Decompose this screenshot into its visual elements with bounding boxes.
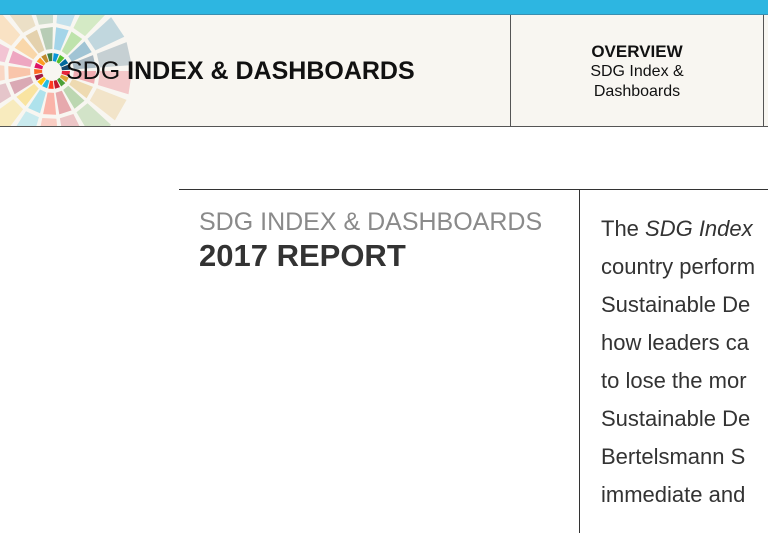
nav-item[interactable]: OVERVIEW SDG Index & Dashboards (511, 42, 763, 102)
logo-wheel (0, 15, 132, 126)
wheel-segment (59, 58, 69, 67)
wheel-segment (54, 27, 69, 51)
wheel-segment (36, 57, 46, 66)
wheel-segment (61, 71, 70, 77)
top-bar (0, 0, 768, 14)
wheel-segment (41, 54, 49, 63)
wheel-segment (36, 15, 54, 25)
wheel-segment (56, 15, 75, 27)
wheel-segment (9, 76, 34, 95)
nav-title[interactable]: OVERVIEW (591, 42, 683, 61)
wheel-segment (97, 71, 132, 95)
intro-line: to lose the mor (601, 368, 747, 393)
wheel-segment (59, 114, 80, 126)
intro-line: how leaders ca (601, 330, 749, 355)
wheel-segment (73, 71, 96, 84)
wheel-segment (16, 111, 39, 126)
intro-start: The (601, 216, 646, 241)
report-title: 2017 REPORT (199, 238, 406, 273)
logo-text[interactable]: SDG INDEX & DASHBOARDS (66, 57, 415, 86)
column-rule (579, 189, 580, 533)
wheel-segment (28, 89, 46, 114)
wheel-segment (59, 74, 69, 83)
intro-italic: SDG Index (645, 216, 753, 241)
report-kicker: SDG INDEX & DASHBOARDS (199, 208, 543, 236)
nav-divider (510, 15, 511, 126)
wheel-segment (8, 66, 31, 80)
wheel-segment (72, 55, 96, 70)
wheel-segment (63, 85, 85, 109)
logo-bold[interactable]: INDEX & DASHBOARDS (127, 57, 415, 85)
wheel-segment (0, 15, 21, 46)
wheel-segment (14, 37, 38, 60)
wheel-segment (61, 64, 70, 71)
wheel-segment (40, 118, 58, 126)
intro-line: country perform (601, 254, 756, 279)
wheel-segment (53, 80, 60, 89)
wheel-segment (0, 43, 10, 63)
nav-subtitle[interactable]: SDG Index & (590, 63, 684, 80)
wheel-segment (56, 54, 65, 64)
site-header: SDG INDEX & DASHBOARDS OVERVIEW SDG Inde… (0, 14, 768, 127)
wheel-segment (57, 77, 66, 87)
wheel-segment (34, 62, 44, 70)
wheel-segment (16, 83, 39, 107)
logo-light[interactable]: SDG (66, 57, 121, 85)
wheel-segment (52, 53, 59, 62)
wheel-segment (42, 79, 50, 89)
wheel-segment (37, 76, 46, 86)
intro-line: Sustainable De (601, 406, 751, 431)
wheel-segment (76, 103, 112, 126)
wheel-segment (61, 31, 83, 55)
wheel-segment (89, 88, 127, 121)
wheel-segment (34, 69, 43, 75)
intro-text: The SDG Index country perform Sustainable… (601, 210, 768, 514)
wheel-segment (25, 29, 45, 54)
nav-divider (763, 15, 764, 126)
wheel-segment (34, 73, 44, 81)
nav-subtitle[interactable]: Dashboards (593, 83, 681, 100)
wheel-segment (8, 50, 33, 67)
intro-line: Bertelsmann S (601, 444, 746, 469)
wheel-segment (0, 83, 12, 104)
wheel-segment (40, 27, 53, 50)
wheel-segment (96, 42, 132, 68)
wheel-segment (0, 65, 5, 81)
wheel-segment (55, 90, 72, 115)
wheel-segment (73, 15, 106, 37)
wheel-segment (43, 92, 57, 115)
wheel-segment (9, 15, 36, 33)
wheel-segment (69, 78, 93, 99)
section-rule (179, 189, 768, 190)
wheel-segment (48, 80, 54, 89)
wheel-segment (68, 41, 92, 62)
wheel-segment (47, 53, 53, 62)
wheel-segment (87, 17, 125, 51)
wheel-segment (0, 99, 24, 126)
intro-line: Sustainable De (601, 292, 751, 317)
intro-line: immediate and (601, 482, 746, 507)
intro-line: The SDG Index (601, 210, 768, 248)
